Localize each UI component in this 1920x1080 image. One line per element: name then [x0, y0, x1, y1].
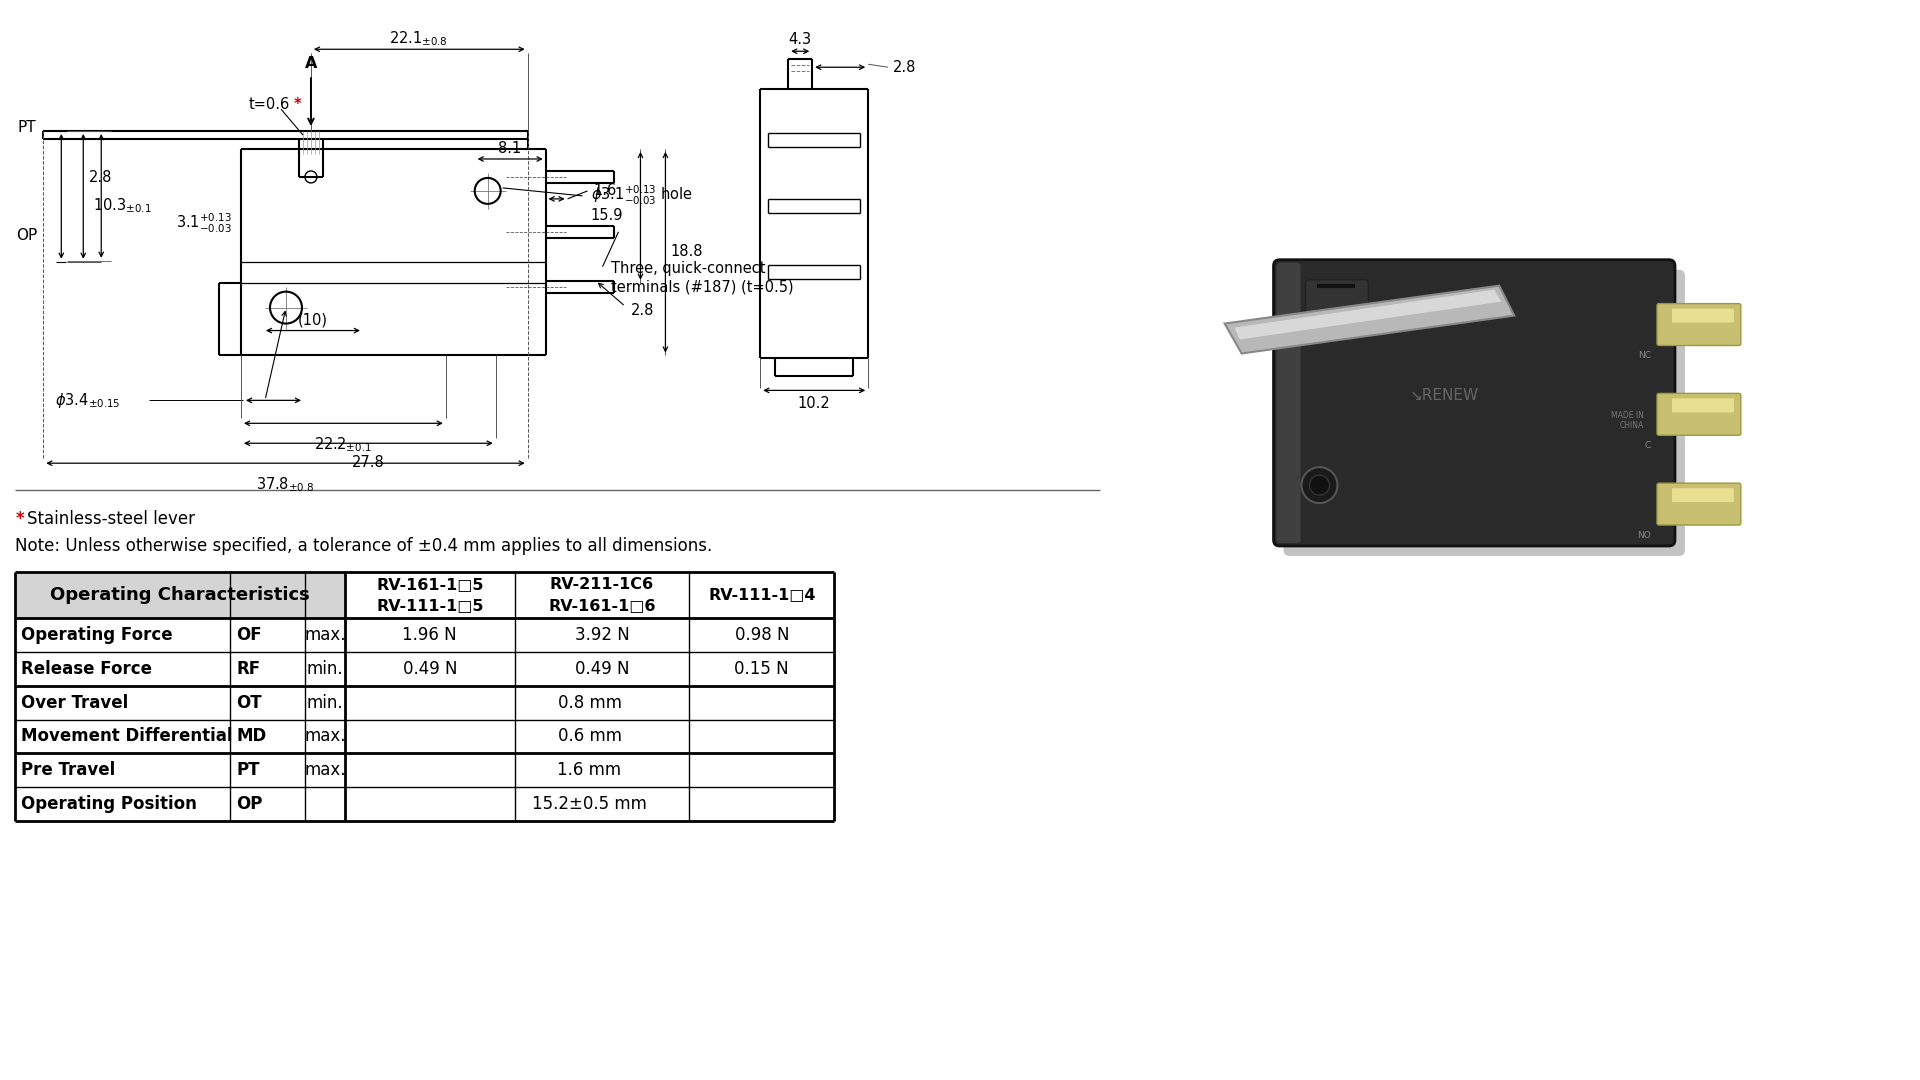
FancyBboxPatch shape: [1284, 270, 1686, 556]
Text: NO: NO: [1638, 530, 1651, 540]
FancyBboxPatch shape: [1672, 399, 1734, 413]
Text: terminals (#187) (t=0.5): terminals (#187) (t=0.5): [611, 279, 793, 294]
Text: OT: OT: [236, 693, 261, 712]
Polygon shape: [1235, 289, 1501, 339]
Text: RV-111-1□4: RV-111-1□4: [708, 588, 816, 603]
Circle shape: [1309, 475, 1329, 495]
Text: 18.8: 18.8: [670, 244, 703, 259]
Text: 15.9: 15.9: [589, 208, 622, 224]
Polygon shape: [1225, 285, 1515, 353]
Text: max.: max.: [303, 728, 346, 745]
Text: OP: OP: [236, 795, 263, 813]
Text: (10): (10): [298, 312, 328, 327]
Text: Three, quick-connect: Three, quick-connect: [611, 261, 764, 276]
Text: t=0.6: t=0.6: [250, 96, 290, 111]
Text: *: *: [294, 96, 301, 111]
Text: Stainless-steel lever: Stainless-steel lever: [27, 510, 196, 528]
Text: max.: max.: [303, 761, 346, 780]
Text: $\phi$3.4$_{\pm0.15}$: $\phi$3.4$_{\pm0.15}$: [56, 391, 121, 410]
Text: OP: OP: [15, 228, 36, 243]
Text: 0.49 N: 0.49 N: [574, 660, 630, 677]
Text: RV-161-1□5
RV-111-1□5: RV-161-1□5 RV-111-1□5: [376, 577, 484, 612]
Text: 8.1: 8.1: [497, 140, 520, 156]
Text: NC: NC: [1638, 351, 1651, 360]
Text: 2.8: 2.8: [88, 171, 113, 186]
Text: 37.8$_{\pm0.8}$: 37.8$_{\pm0.8}$: [255, 475, 315, 494]
Text: 2.8: 2.8: [630, 303, 655, 319]
Text: RV-211-1C6
RV-161-1□6: RV-211-1C6 RV-161-1□6: [549, 577, 657, 612]
Text: 4.3: 4.3: [789, 31, 812, 46]
Text: Operating Force: Operating Force: [21, 625, 173, 644]
Text: 1.6: 1.6: [593, 184, 616, 199]
Text: C: C: [1645, 441, 1651, 449]
Text: 0.8 mm: 0.8 mm: [557, 693, 622, 712]
Text: MD: MD: [236, 728, 267, 745]
Text: 0.6 mm: 0.6 mm: [557, 728, 622, 745]
Text: min.: min.: [307, 693, 344, 712]
Text: $\phi$3.1$^{+0.13}_{-0.03}$ hole: $\phi$3.1$^{+0.13}_{-0.03}$ hole: [591, 185, 693, 207]
FancyBboxPatch shape: [1657, 483, 1741, 525]
Text: 10.3$_{\pm0.1}$: 10.3$_{\pm0.1}$: [94, 197, 152, 215]
Text: 3.92 N: 3.92 N: [574, 625, 630, 644]
Text: 22.1$_{\pm0.8}$: 22.1$_{\pm0.8}$: [390, 29, 447, 48]
Bar: [15, 572, 346, 618]
Text: 2.8: 2.8: [893, 59, 916, 75]
Text: Movement Differential: Movement Differential: [21, 728, 232, 745]
Text: Over Travel: Over Travel: [21, 693, 129, 712]
Text: PT: PT: [17, 120, 36, 135]
Text: 1.6 mm: 1.6 mm: [557, 761, 622, 780]
Text: ↘RENEW: ↘RENEW: [1409, 388, 1478, 403]
Text: 1.96 N: 1.96 N: [403, 625, 457, 644]
FancyBboxPatch shape: [1277, 262, 1300, 543]
Text: 0.49 N: 0.49 N: [403, 660, 457, 677]
Text: 10.2: 10.2: [799, 396, 831, 410]
Circle shape: [1302, 468, 1338, 503]
Text: 15.2±0.5 mm: 15.2±0.5 mm: [532, 795, 647, 813]
Text: Operating Position: Operating Position: [21, 795, 198, 813]
Text: min.: min.: [307, 660, 344, 677]
Text: A: A: [305, 56, 317, 70]
Text: 27.8: 27.8: [351, 455, 384, 470]
Text: Operating Characteristics: Operating Characteristics: [50, 585, 309, 604]
Text: max.: max.: [303, 625, 346, 644]
Text: OF: OF: [236, 625, 261, 644]
FancyBboxPatch shape: [1273, 259, 1674, 546]
Text: 22.2$_{\pm0.1}$: 22.2$_{\pm0.1}$: [315, 435, 372, 454]
FancyBboxPatch shape: [1672, 309, 1734, 323]
Text: 3.1$^{+0.13}_{-0.03}$: 3.1$^{+0.13}_{-0.03}$: [177, 212, 232, 235]
FancyBboxPatch shape: [1657, 303, 1741, 346]
Text: MADE IN
CHINA: MADE IN CHINA: [1611, 410, 1644, 430]
Text: Note: Unless otherwise specified, a tolerance of ±0.4 mm applies to all dimensio: Note: Unless otherwise specified, a tole…: [15, 537, 712, 555]
FancyBboxPatch shape: [1657, 393, 1741, 435]
Text: *: *: [15, 510, 23, 528]
FancyBboxPatch shape: [1306, 280, 1369, 338]
Text: 0.15 N: 0.15 N: [735, 660, 789, 677]
Text: Pre Travel: Pre Travel: [21, 761, 115, 780]
Text: Release Force: Release Force: [21, 660, 152, 677]
FancyBboxPatch shape: [1672, 488, 1734, 502]
Text: RF: RF: [236, 660, 261, 677]
Text: PT: PT: [236, 761, 259, 780]
Text: 0.98 N: 0.98 N: [735, 625, 789, 644]
